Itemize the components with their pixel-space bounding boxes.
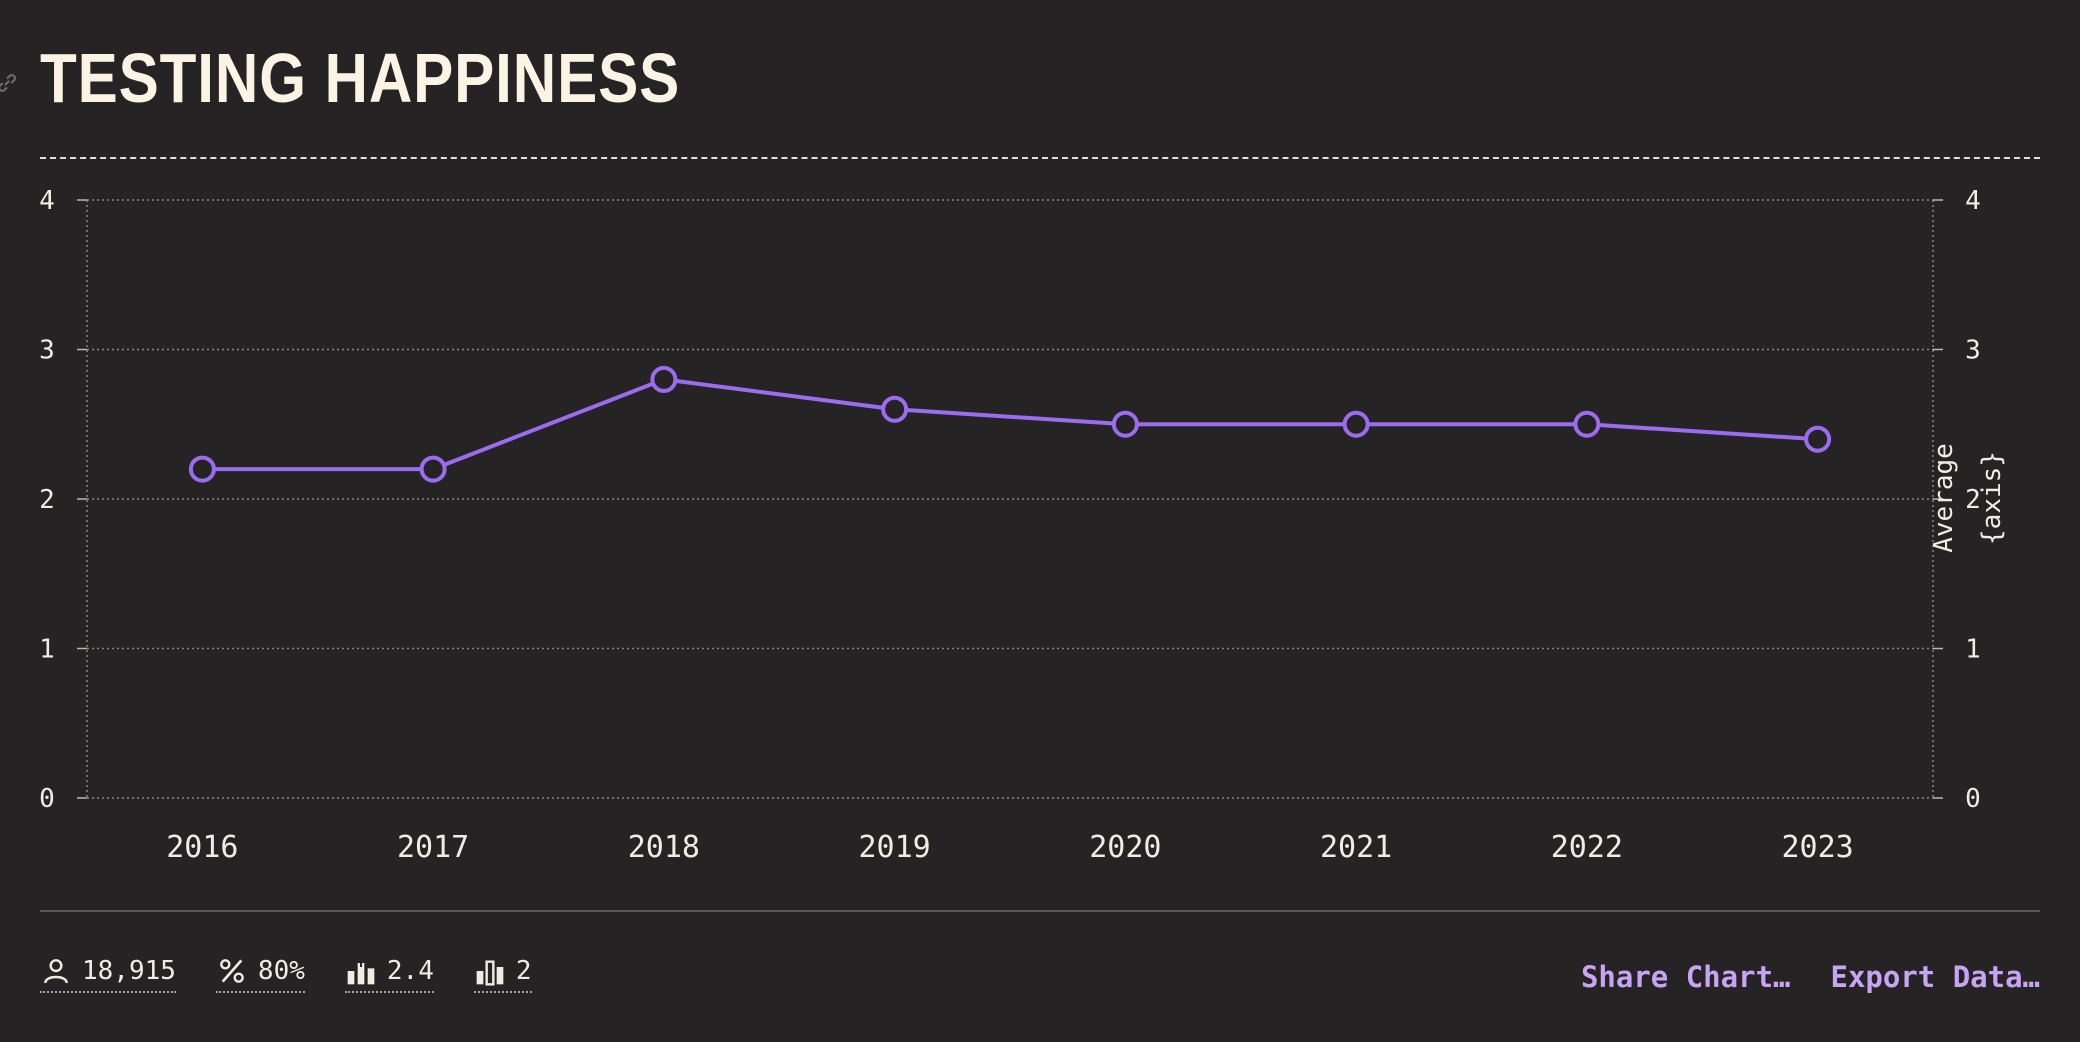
data-point	[881, 395, 909, 423]
left-tick-label: 3	[39, 336, 55, 366]
x-tick-label: 2021	[1320, 830, 1392, 865]
x-tick-label: 2018	[628, 830, 700, 865]
share-chart-button[interactable]: Share Chart…	[1580, 960, 1791, 994]
chart-axes: 0 0 1 1 2 2 3 3 4 4 2016 2017 2018 2019 2020 2021 2022 20…	[39, 186, 1981, 865]
data-point	[1573, 410, 1601, 438]
x-tick-label: 2023	[1782, 830, 1854, 865]
median-value: 2	[515, 956, 532, 986]
percentage-value: 80%	[257, 956, 305, 986]
data-point	[188, 455, 216, 483]
respondents-value: 18,915	[82, 956, 176, 986]
user-icon	[44, 959, 68, 984]
median-bars-icon	[476, 960, 504, 986]
average-stat[interactable]: 2.4	[344, 955, 434, 993]
data-point	[1342, 410, 1370, 438]
right-axis-label-word: Average	[1929, 443, 1959, 553]
data-point	[650, 365, 678, 393]
x-tick-label: 2022	[1551, 830, 1623, 865]
series-line	[202, 377, 1818, 472]
right-tick-label: 4	[1965, 186, 1981, 216]
right-tick-label: 0	[1965, 784, 1981, 814]
average-bars-icon	[347, 956, 375, 985]
right-tick-label: 3	[1965, 336, 1981, 366]
left-tick-label: 4	[39, 186, 55, 216]
chart-actions: Share Chart… Export Data…	[1581, 960, 2040, 994]
chart-title: TESTING HAPPINESS	[40, 39, 681, 117]
line-chart: 0 0 1 1 2 2 3 3 4 4 2016 2017 2018 2019 2020 2021 2022 20…	[39, 186, 2007, 865]
chart-grid	[77, 199, 1943, 799]
stats-bar: 18,915 80% 2.4 2	[40, 955, 532, 993]
left-tick-label: 0	[39, 784, 55, 814]
x-tick-label: 2016	[166, 830, 238, 865]
left-tick-label: 2	[39, 485, 55, 515]
median-stat[interactable]: 2	[473, 955, 532, 993]
right-axis-label-word: {axis}	[1977, 451, 2007, 545]
right-axis-label: Average {axis}	[1929, 443, 2007, 553]
respondents-stat[interactable]: 18,915	[40, 955, 176, 993]
percentage-stat[interactable]: 80%	[215, 955, 305, 993]
x-tick-label: 2020	[1089, 830, 1161, 865]
export-data-button[interactable]: Export Data…	[1830, 960, 2040, 994]
x-tick-label: 2017	[397, 830, 469, 865]
chart-series	[188, 365, 1832, 483]
data-point	[1111, 410, 1139, 438]
link-icon[interactable]	[0, 70, 20, 96]
data-point	[419, 455, 447, 483]
average-value: 2.4	[386, 956, 434, 986]
right-tick-label: 1	[1965, 635, 1981, 665]
footer-divider	[40, 910, 2040, 912]
percent-icon	[220, 959, 244, 983]
x-tick-label: 2019	[859, 830, 931, 865]
data-point	[1804, 425, 1832, 453]
title-divider	[40, 157, 2040, 159]
right-tick-label: 2	[1965, 485, 1981, 515]
left-tick-label: 1	[39, 635, 55, 665]
